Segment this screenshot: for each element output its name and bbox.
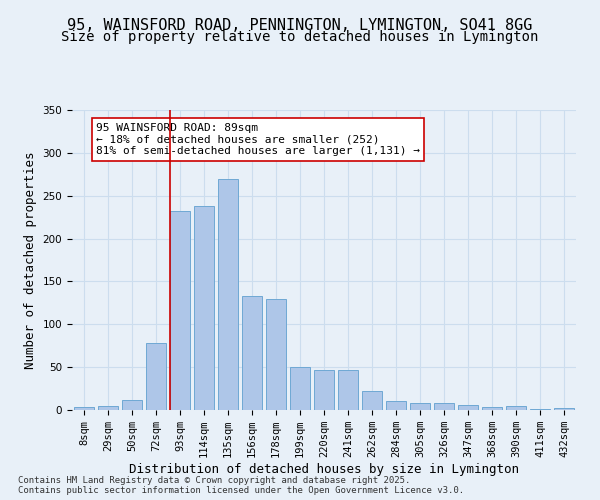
Bar [362,391,382,410]
Bar [410,403,430,410]
Bar [506,406,526,410]
Bar [554,408,574,410]
Bar [74,408,94,410]
Bar [170,211,190,410]
Bar [242,296,262,410]
Bar [530,409,550,410]
Bar [386,402,406,410]
Y-axis label: Number of detached properties: Number of detached properties [24,151,37,369]
Bar [458,405,478,410]
Bar [314,370,334,410]
Bar [290,367,310,410]
Bar [218,178,238,410]
Text: Size of property relative to detached houses in Lymington: Size of property relative to detached ho… [61,30,539,44]
Text: 95 WAINSFORD ROAD: 89sqm
← 18% of detached houses are smaller (252)
81% of semi-: 95 WAINSFORD ROAD: 89sqm ← 18% of detach… [96,123,420,156]
Bar [146,343,166,410]
Bar [266,298,286,410]
Bar [194,206,214,410]
Bar [338,370,358,410]
Bar [98,406,118,410]
Text: 95, WAINSFORD ROAD, PENNINGTON, LYMINGTON, SO41 8GG: 95, WAINSFORD ROAD, PENNINGTON, LYMINGTO… [67,18,533,32]
Bar [122,400,142,410]
Text: Contains HM Land Registry data © Crown copyright and database right 2025.
Contai: Contains HM Land Registry data © Crown c… [18,476,464,495]
X-axis label: Distribution of detached houses by size in Lymington: Distribution of detached houses by size … [129,463,519,476]
Bar [434,403,454,410]
Bar [482,406,502,410]
